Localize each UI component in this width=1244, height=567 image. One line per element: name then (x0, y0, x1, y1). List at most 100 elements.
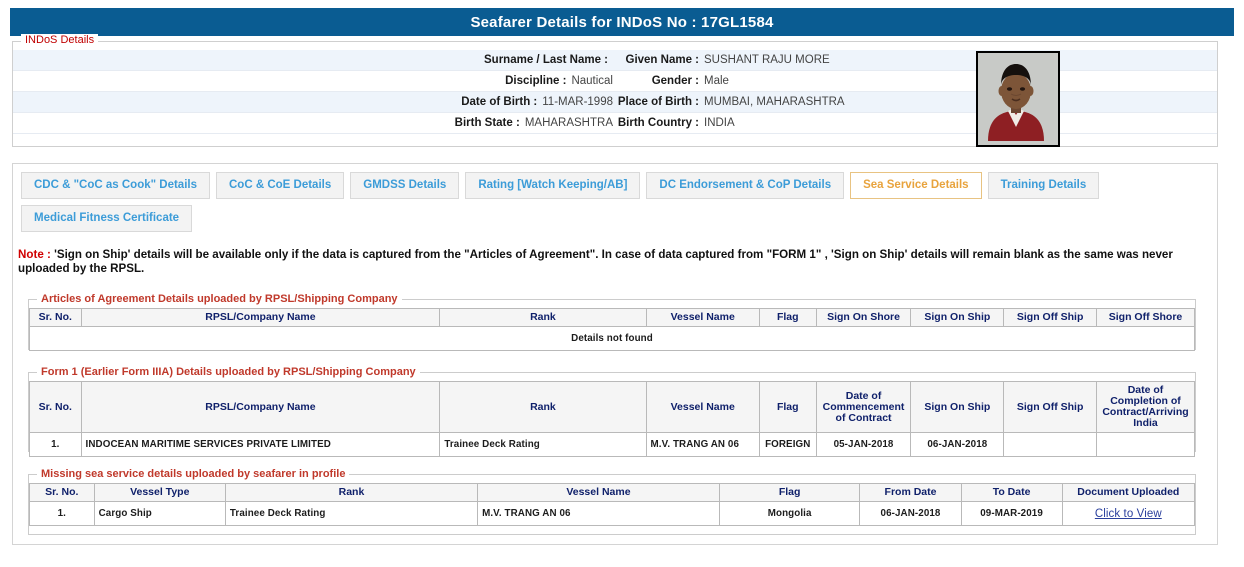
tab-coc-coe[interactable]: CoC & CoE Details (216, 172, 345, 199)
col-sr-no: Sr. No. (29, 381, 82, 433)
date-of-birth-value: 11-MAR-1998 (542, 96, 613, 108)
col-sign-on-ship: Sign On Ship (910, 308, 1005, 327)
place-of-birth-value: MUMBAI, MAHARASHTRA (704, 96, 845, 108)
form1-section: Form 1 (Earlier Form IIIA) Details uploa… (28, 366, 1196, 457)
tab-dc-endorsement-cop[interactable]: DC Endorsement & CoP Details (646, 172, 845, 199)
col-vessel-name: Vessel Name (477, 483, 720, 502)
articles-of-agreement-table: Sr. No. RPSL/Company Name Rank Vessel Na… (29, 308, 1195, 351)
tab-training-details[interactable]: Training Details (987, 172, 1100, 199)
col-date-of-completion: Date of Completion of Contract/Arriving … (1096, 381, 1195, 433)
birth-country-value: INDIA (704, 117, 735, 129)
col-company-name: RPSL/Company Name (80, 381, 441, 433)
col-sr-no: Sr. No. (29, 483, 95, 502)
col-document-uploaded: Document Uploaded (1061, 483, 1196, 502)
tab-medical-fitness-certificate[interactable]: Medical Fitness Certificate (21, 205, 193, 232)
page-title-text: Seafarer Details for INDoS No : 17GL1584 (470, 13, 774, 31)
articles-of-agreement-section: Articles of Agreement Details uploaded b… (28, 293, 1196, 351)
given-name-value: SUSHANT RAJU MORE (704, 54, 830, 66)
col-vessel-name: Vessel Name (645, 308, 760, 327)
indos-left-field: Surname / Last Name : (13, 54, 613, 66)
indos-details-legend: INDoS Details (21, 34, 99, 46)
tab-strip: CDC & "CoC as Cook" Details CoC & CoE De… (21, 172, 1201, 232)
form1-table: Sr. No. RPSL/Company Name Rank Vessel Na… (29, 381, 1195, 457)
tab-gmdss[interactable]: GMDSS Details (350, 172, 460, 199)
indos-row: Date of Birth : 11-MAR-1998 Place of Bir… (13, 92, 1217, 113)
indos-row: Surname / Last Name : Given Name : SUSHA… (13, 50, 1217, 71)
col-sign-on-shore: Sign On Shore (815, 308, 912, 327)
table-empty-row: Details not found (29, 326, 1195, 351)
discipline-value: Nautical (571, 75, 613, 87)
given-name-label: Given Name : (625, 54, 700, 66)
surname-label: Surname / Last Name : (484, 54, 608, 66)
place-of-birth-label: Place of Birth : (617, 96, 699, 108)
cell-date-of-completion (1096, 432, 1195, 457)
cell-to-date: 09-MAR-2019 (960, 501, 1063, 526)
table-header-row: Sr. No. RPSL/Company Name Rank Vessel Na… (29, 381, 1195, 433)
missing-sea-service-table: Sr. No. Vessel Type Rank Vessel Name Fla… (29, 483, 1196, 526)
col-sign-on-ship: Sign On Ship (910, 381, 1005, 433)
col-sr-no: Sr. No. (29, 308, 82, 327)
cell-sign-on-ship: 06-JAN-2018 (910, 432, 1005, 457)
table-header-row: Sr. No. Vessel Type Rank Vessel Name Fla… (29, 483, 1196, 502)
birth-state-value: MAHARASHTRA (524, 117, 613, 129)
birth-state-label: Birth State : (454, 117, 520, 129)
seafarer-photo (976, 51, 1060, 147)
indos-left-field: Date of Birth : 11-MAR-1998 (13, 96, 613, 108)
col-rank: Rank (224, 483, 479, 502)
indos-details-panel: INDoS Details Surname / Last Name : Give… (12, 34, 1218, 147)
col-flag: Flag (758, 308, 817, 327)
col-sign-off-ship: Sign Off Ship (1003, 381, 1098, 433)
form1-legend: Form 1 (Earlier Form IIIA) Details uploa… (37, 366, 420, 378)
articles-of-agreement-legend: Articles of Agreement Details uploaded b… (37, 293, 402, 305)
discipline-label: Discipline : (505, 75, 567, 87)
cell-company-name: INDOCEAN MARITIME SERVICES PRIVATE LIMIT… (80, 432, 441, 457)
gender-value: Male (704, 75, 729, 87)
details-not-found-message: Details not found (29, 326, 1195, 351)
indos-row: Discipline : Nautical Gender : Male (13, 71, 1217, 92)
cell-from-date: 06-JAN-2018 (859, 501, 962, 526)
missing-sea-service-section: Missing sea service details uploaded by … (28, 468, 1196, 535)
birth-country-label: Birth Country : (617, 117, 699, 129)
cell-flag: FOREIGN (758, 432, 817, 457)
cell-date-of-commencement: 05-JAN-2018 (815, 432, 912, 457)
col-from-date: From Date (859, 483, 962, 502)
cell-rank: Trainee Deck Rating (439, 432, 647, 457)
col-company-name: RPSL/Company Name (80, 308, 441, 327)
gender-label: Gender : (651, 75, 699, 87)
table-header-row: Sr. No. RPSL/Company Name Rank Vessel Na… (29, 308, 1195, 327)
click-to-view-link[interactable]: Click to View (1094, 507, 1162, 520)
page-title: Seafarer Details for INDoS No : 17GL1584 (10, 8, 1234, 36)
col-vessel-type: Vessel Type (93, 483, 226, 502)
cell-sign-off-ship (1003, 432, 1098, 457)
note-prefix: Note : (18, 248, 51, 261)
col-to-date: To Date (960, 483, 1063, 502)
col-sign-off-ship: Sign Off Ship (1003, 308, 1098, 327)
tab-rating-watch-keeping[interactable]: Rating [Watch Keeping/AB] (465, 172, 641, 199)
date-of-birth-label: Date of Birth : (461, 96, 538, 108)
indos-right-field: Place of Birth : MUMBAI, MAHARASHTRA (613, 96, 983, 108)
table-row: 1. INDOCEAN MARITIME SERVICES PRIVATE LI… (29, 432, 1195, 457)
cell-flag: Mongolia (718, 501, 861, 526)
cell-vessel-type: Cargo Ship (93, 501, 226, 526)
cell-vessel-name: M.V. TRANG AN 06 (477, 501, 720, 526)
missing-sea-service-legend: Missing sea service details uploaded by … (37, 468, 350, 480)
cell-vessel-name: M.V. TRANG AN 06 (645, 432, 760, 457)
cell-sr-no: 1. (29, 432, 82, 457)
indos-right-field: Given Name : SUSHANT RAJU MORE (613, 54, 983, 66)
cell-sr-no: 1. (29, 501, 95, 526)
col-vessel-name: Vessel Name (645, 381, 760, 433)
table-row: 1. Cargo Ship Trainee Deck Rating M.V. T… (29, 501, 1196, 526)
indos-row: Birth State : MAHARASHTRA Birth Country … (13, 113, 1217, 134)
indos-details-body: Surname / Last Name : Given Name : SUSHA… (13, 50, 1217, 146)
col-rank: Rank (439, 308, 647, 327)
indos-left-field: Discipline : Nautical (13, 75, 613, 87)
tab-sea-service-details[interactable]: Sea Service Details (850, 172, 982, 199)
col-date-of-commencement: Date of Commencement of Contract (815, 381, 912, 433)
note-text: 'Sign on Ship' details will be available… (18, 248, 1173, 275)
cell-rank: Trainee Deck Rating (224, 501, 479, 526)
seafarer-photo-image (978, 53, 1054, 141)
col-sign-off-shore: Sign Off Shore (1096, 308, 1195, 327)
cell-document-uploaded: Click to View (1061, 501, 1196, 526)
tab-cdc-coc-as-cook[interactable]: CDC & "CoC as Cook" Details (21, 172, 210, 199)
